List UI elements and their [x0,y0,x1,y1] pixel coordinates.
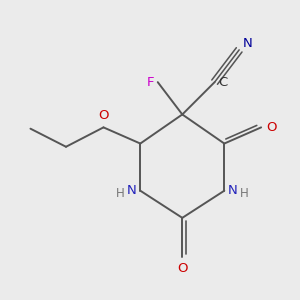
Text: F: F [146,76,154,89]
Text: O: O [177,262,188,275]
Text: N: N [243,37,253,50]
Text: H: H [116,188,125,200]
Text: H: H [240,188,249,200]
Text: O: O [98,109,109,122]
Text: N: N [127,184,137,197]
Text: N: N [228,184,238,197]
Text: O: O [266,121,277,134]
Text: C: C [218,76,228,89]
